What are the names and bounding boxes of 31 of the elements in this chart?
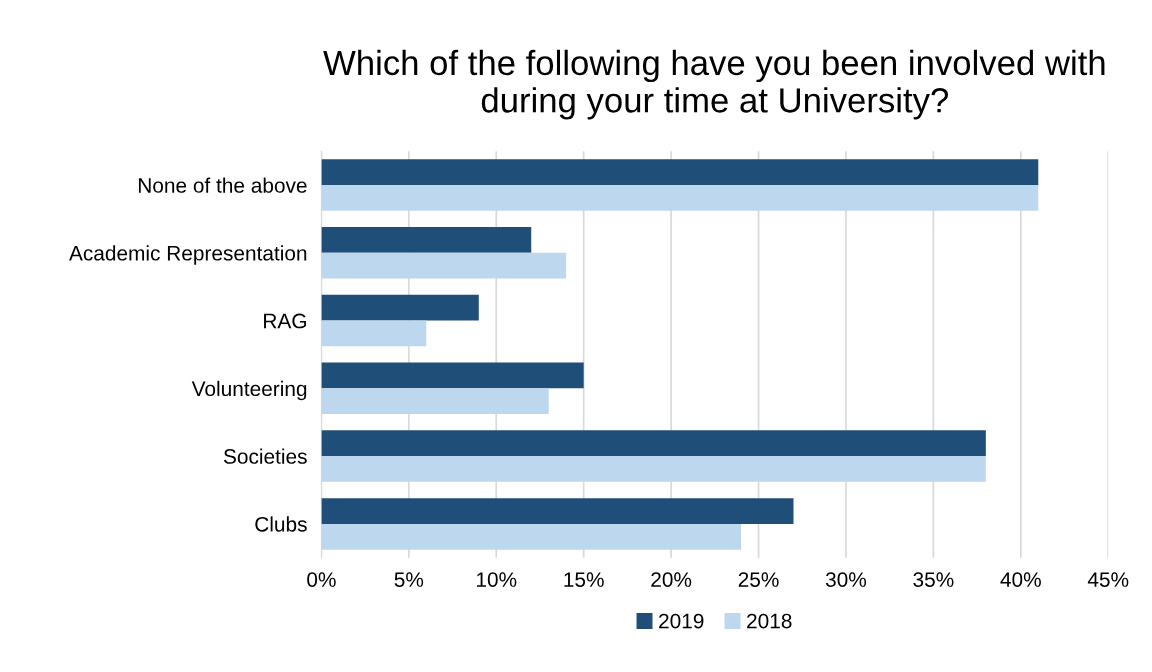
- y-tick-label: Clubs: [255, 516, 307, 532]
- legend-label: 2019: [659, 613, 704, 629]
- bar: [321, 430, 986, 457]
- y-tick-label: Societies: [223, 448, 307, 464]
- x-tick-label: 15%: [564, 572, 604, 587]
- x-tick-label: 30%: [825, 572, 867, 587]
- x-tick-label: 40%: [1000, 572, 1041, 587]
- x-tick-label: 25%: [738, 572, 779, 587]
- legend-label: 2018: [747, 613, 792, 629]
- y-tick-label: Academic Representation: [69, 245, 307, 265]
- chart-title: Which of the following have you been involved with during your time at University?: [323, 49, 1105, 120]
- bar: [321, 388, 549, 415]
- y-tick-label: Volunteering: [191, 380, 307, 401]
- x-tick-label: 5%: [394, 572, 424, 587]
- y-tick-label: None of the above: [138, 177, 307, 193]
- bar: [321, 294, 479, 321]
- x-tick-label: 45%: [1087, 572, 1129, 587]
- bar: [321, 227, 532, 253]
- bar: [321, 252, 567, 279]
- x-tick-label: 35%: [913, 572, 954, 587]
- bar: [321, 456, 986, 482]
- bar: [321, 362, 584, 389]
- x-tick-label: 0%: [307, 572, 336, 587]
- x-tick-label: 20%: [651, 572, 692, 587]
- bar: [321, 523, 742, 550]
- bar: [321, 498, 794, 524]
- bar: [321, 185, 1039, 211]
- x-tick-label: 10%: [477, 572, 517, 587]
- bar: [321, 159, 1039, 186]
- y-tick-label: RAG: [264, 313, 306, 329]
- bar: [321, 320, 427, 347]
